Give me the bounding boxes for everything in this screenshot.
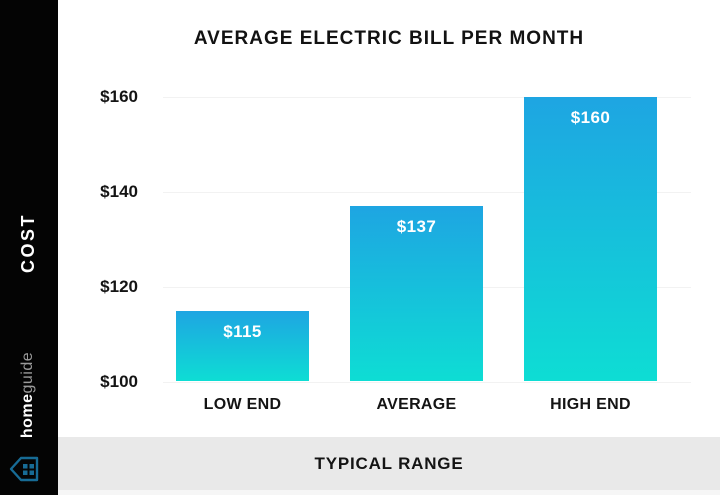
- bar-average: $137: [350, 206, 483, 381]
- chart-title: AVERAGE ELECTRIC BILL PER MONTH: [193, 28, 585, 49]
- y-tick-label: $100: [100, 372, 138, 391]
- brand-bold-part: home: [19, 393, 36, 439]
- x-category-label: AVERAGE: [376, 396, 457, 413]
- y-tick-label: $160: [100, 87, 138, 106]
- left-sidebar: COST homeguide: [0, 0, 58, 495]
- brand-light-part: guide: [19, 351, 36, 394]
- gridline: [163, 382, 691, 383]
- cost-axis-label: COST: [18, 213, 38, 274]
- bar-value-label: $137: [396, 217, 437, 237]
- typical-range-label: TYPICAL RANGE: [314, 453, 464, 473]
- bar-high-end: $160: [524, 97, 657, 381]
- footer-underline: [58, 490, 720, 495]
- homeguide-house-icon: [8, 454, 40, 489]
- y-tick-label: $140: [100, 182, 138, 201]
- homeguide-wordmark: homeguide: [18, 330, 38, 460]
- gridline: [163, 192, 691, 193]
- bar-value-label: $160: [570, 108, 611, 127]
- x-category-label: HIGH END: [550, 396, 631, 413]
- bar-value-label: $115: [223, 321, 262, 341]
- x-category-label: LOW END: [203, 396, 282, 413]
- bar-low-end: $115: [176, 310, 309, 381]
- y-tick-label: $120: [100, 277, 138, 296]
- typical-range-bar: TYPICAL RANGE: [58, 437, 720, 490]
- gridline: [163, 97, 691, 98]
